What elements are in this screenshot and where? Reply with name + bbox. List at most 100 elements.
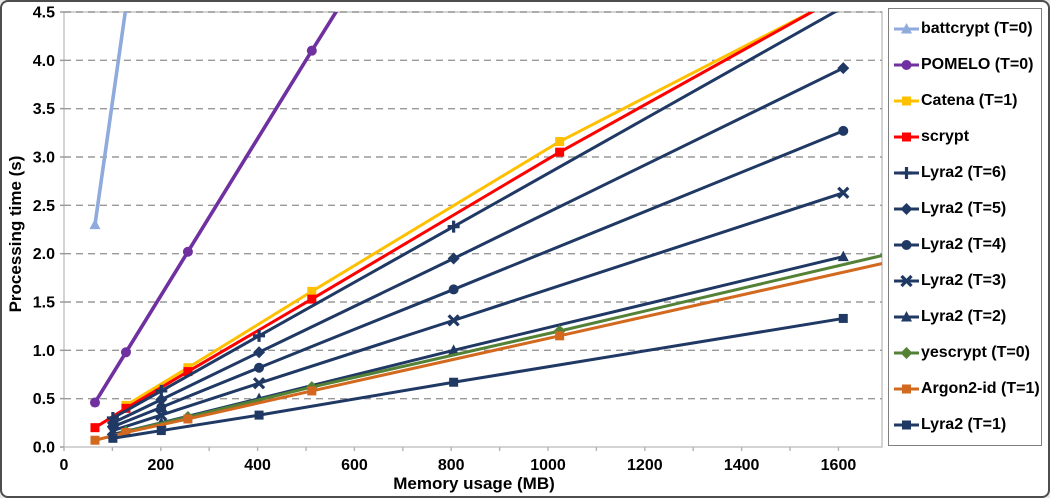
data-point-marker (837, 62, 850, 75)
polyline (111, 129, 845, 429)
x-tick-label: 1200 (627, 457, 663, 474)
x-tick-label: 1000 (530, 457, 566, 474)
data-point-marker (837, 186, 850, 199)
data-point-marker (307, 386, 317, 396)
data-point-marker (449, 377, 459, 387)
legend-marker-icon (894, 60, 919, 70)
data-point-marker (156, 426, 166, 436)
y-tick-label: 4.5 (33, 5, 55, 22)
x-tick-label: 1400 (724, 457, 760, 474)
x-tick-label: 400 (244, 457, 271, 474)
x-tick-label: 800 (438, 457, 465, 474)
y-axis-title: Processing time (s) (6, 155, 25, 313)
series-line-6 (111, 129, 845, 429)
data-point-marker (307, 294, 317, 304)
legend-item: Catena (T=1) (893, 92, 1039, 110)
legend-label: Lyra2 (T=2) (921, 308, 1007, 325)
legend-item: POMELO (T=0) (893, 56, 1039, 74)
legend-item: Argon2-id (T=1) (893, 380, 1040, 398)
legend-label: Lyra2 (T=6) (921, 164, 1007, 181)
x-tick-label: 0 (60, 457, 69, 474)
data-point-marker (448, 344, 460, 355)
legend-marker-icon (894, 347, 919, 359)
data-point-marker (120, 347, 131, 358)
legend-marker-icon (894, 420, 919, 430)
data-point-marker (447, 220, 460, 233)
legend-label: Catena (T=1) (921, 92, 1018, 109)
data-point-marker (155, 408, 168, 422)
legend-item: yescrypt (T=0) (893, 344, 1039, 362)
data-point-marker (306, 45, 317, 56)
y-tick-label: 0.0 (33, 440, 55, 457)
data-point-marker (108, 433, 118, 443)
legend-marker-icon (894, 23, 919, 34)
data-point-marker (838, 313, 848, 323)
y-tick-label: 4.0 (33, 53, 55, 70)
data-point-marker (254, 362, 265, 373)
legend-label: Lyra2 (T=1) (921, 416, 1007, 433)
data-point-marker (555, 137, 565, 147)
data-point-marker (183, 414, 193, 424)
legend-label: scrypt (921, 128, 970, 145)
legend: battcrypt (T=0) POMELO (T=0) Catena (T=1) s… (888, 8, 1042, 446)
legend-marker-icon (894, 384, 919, 394)
data-point-marker (555, 147, 565, 157)
legend-label: Lyra2 (T=4) (921, 236, 1007, 253)
data-point-marker (253, 346, 266, 359)
data-point-marker (182, 246, 193, 257)
x-tick-label: 200 (147, 457, 174, 474)
legend-marker-icon (894, 132, 919, 142)
data-point-marker (155, 393, 168, 406)
legend-label: yescrypt (T=0) (921, 344, 1030, 361)
legend-label: POMELO (T=0) (921, 56, 1034, 73)
polyline (111, 12, 838, 420)
y-tick-label: 1.5 (33, 295, 55, 312)
data-point-marker (89, 397, 100, 408)
legend-item: Lyra2 (T=1) (893, 416, 1039, 434)
series-line-3 (93, 12, 815, 430)
data-point-marker (121, 428, 131, 437)
series-line-7 (111, 191, 845, 433)
series-line-0 (93, 12, 128, 227)
data-point-marker (183, 367, 193, 377)
data-point-marker (253, 329, 266, 342)
data-point-marker (254, 410, 264, 420)
polyline (93, 261, 882, 442)
polyline (111, 66, 845, 425)
polyline (111, 316, 845, 440)
y-tick-label: 0.5 (33, 391, 55, 408)
legend-item: Lyra2 (T=4) (893, 236, 1039, 254)
data-point-marker (121, 403, 131, 413)
legend-item: Lyra2 (T=3) (893, 272, 1039, 290)
x-tick-label: 600 (341, 457, 368, 474)
y-tick-label: 2.0 (33, 246, 55, 263)
data-point-marker (448, 284, 459, 295)
polyline (111, 191, 845, 433)
data-point-marker (252, 377, 266, 390)
series-line-5 (111, 66, 845, 425)
legend-marker-icon (894, 274, 919, 288)
y-tick-label: 1.0 (33, 343, 55, 360)
legend-marker-icon (894, 167, 919, 179)
data-point-marker (156, 402, 167, 413)
legend-item: battcrypt (T=0) (893, 20, 1039, 38)
data-point-marker (837, 250, 849, 262)
plot-border (63, 11, 883, 448)
y-tick-label: 3.0 (33, 150, 55, 167)
legend-item: Lyra2 (T=2) (893, 308, 1039, 326)
series-line-4 (111, 12, 838, 420)
data-point-marker (90, 423, 100, 433)
legend-item: scrypt (893, 128, 1039, 146)
data-point-marker (89, 218, 101, 230)
legend-item: Lyra2 (T=5) (893, 200, 1039, 218)
legend-label: battcrypt (T=0) (921, 20, 1033, 37)
data-point-marker (307, 286, 317, 296)
legend-marker-icon (894, 203, 919, 215)
series-line-10 (93, 261, 882, 442)
y-tick-label: 3.5 (33, 101, 55, 118)
data-point-marker (90, 435, 100, 445)
data-point-marker (555, 331, 565, 341)
legend-label: Argon2-id (T=1) (921, 380, 1040, 397)
